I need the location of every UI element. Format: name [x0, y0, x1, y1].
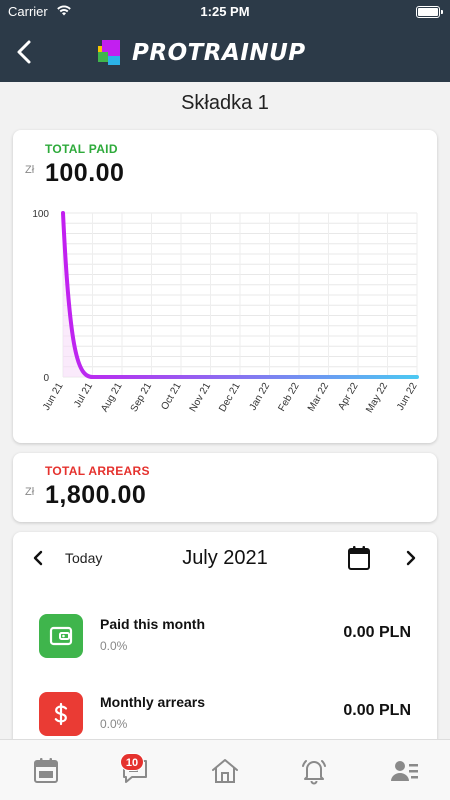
x-tick-label: Feb 22: [277, 381, 302, 414]
nav-bar: PROTRAINUP: [0, 24, 450, 82]
x-tick-label: Jun 22: [395, 381, 420, 413]
bottom-tab-bar: 10: [0, 739, 450, 800]
monthly-arrears-title: Monthly arrears: [100, 694, 206, 710]
calendar-icon[interactable]: [31, 756, 61, 786]
total-paid-card: TOTAL PAID Zł 100.00 100 0 Jun 21 Jul 21 Aug…: [13, 130, 437, 443]
wifi-icon: [57, 5, 71, 16]
total-paid-label: TOTAL PAID: [45, 142, 118, 156]
total-paid-amount: 100.00: [45, 159, 125, 187]
series-line: [61, 211, 419, 379]
x-tick-label: Nov 21: [188, 381, 214, 414]
paid-this-month-title: Paid this month: [100, 616, 205, 632]
monthly-arrears-percent: 0.0%: [100, 717, 128, 731]
app-logo: PROTRAINUP: [98, 38, 306, 68]
month-title: July 2021: [182, 547, 268, 569]
month-navigation: Today July 2021: [13, 532, 437, 584]
page-title: Składka 1: [181, 92, 269, 114]
battery-icon: [416, 6, 443, 18]
x-tick-label: Oct 21: [159, 381, 183, 412]
x-tick-label: Jan 22: [248, 381, 273, 413]
x-tick-label: Mar 22: [306, 381, 331, 414]
logo-text: PROTRAINUP: [132, 40, 306, 66]
paid-this-month-amount: 0.00 PLN: [343, 624, 411, 641]
total-arrears-currency: Zł: [25, 486, 35, 498]
home-icon[interactable]: [210, 756, 240, 786]
total-paid-currency: Zł: [25, 164, 35, 176]
contacts-icon[interactable]: [390, 756, 420, 786]
x-tick-label: Jul 21: [72, 381, 95, 410]
x-tick-label: Aug 21: [99, 381, 125, 414]
total-arrears-card: TOTAL ARREARS Zł 1,800.00: [13, 453, 437, 522]
dollar-icon: [39, 692, 83, 736]
next-month-button[interactable]: [404, 548, 418, 568]
status-time: 1:25 PM: [200, 4, 250, 19]
monthly-arrears-row[interactable]: Monthly arrears 0.0% 0.00 PLN: [13, 688, 437, 738]
previous-month-button[interactable]: [31, 548, 45, 568]
x-tick-label: Jun 21: [41, 381, 66, 413]
logo-mark-icon: [98, 40, 120, 65]
bell-icon[interactable]: [299, 756, 329, 786]
wallet-icon: [39, 614, 83, 658]
chat-badge: 10: [120, 753, 144, 771]
paid-this-month-row[interactable]: Paid this month 0.0% 0.00 PLN: [13, 610, 437, 660]
carrier-label: Carrier: [8, 4, 48, 19]
x-tick-label: Dec 21: [217, 381, 243, 414]
x-tick-label: May 22: [364, 381, 390, 415]
today-button[interactable]: Today: [65, 550, 103, 566]
x-tick-label: Sep 21: [129, 381, 155, 414]
calendar-picker-button[interactable]: [347, 545, 371, 571]
total-arrears-label: TOTAL ARREARS: [45, 464, 150, 478]
y-tick-label: 100: [32, 209, 49, 220]
x-tick-label: Apr 22: [336, 381, 360, 412]
y-tick-label: 0: [43, 373, 49, 384]
total-arrears-amount: 1,800.00: [45, 481, 147, 509]
status-bar: Carrier 1:25 PM: [0, 0, 450, 24]
paid-this-month-percent: 0.0%: [100, 639, 128, 653]
back-button[interactable]: [10, 36, 40, 68]
month-summary-card: Today July 2021 Paid this month 0.0% 0.0…: [13, 532, 437, 752]
monthly-arrears-amount: 0.00 PLN: [343, 702, 411, 719]
